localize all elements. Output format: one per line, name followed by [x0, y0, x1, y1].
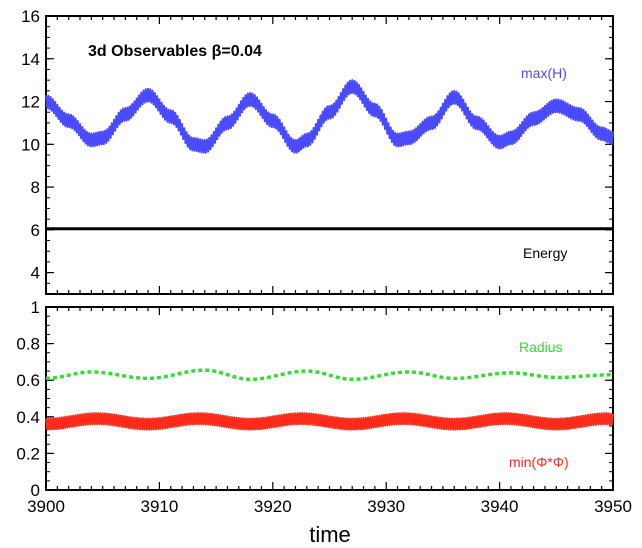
y-tick-label: 0.8: [16, 335, 40, 354]
bottom-panel-x-tick-labels: 3900 3910 3920 3930 3940 3950: [27, 497, 632, 516]
y-tick-label: 12: [21, 93, 40, 112]
series-line: [45, 79, 614, 154]
y-tick-label: 16: [21, 7, 40, 26]
series-label-min-phi: min(Φ*Φ): [509, 454, 569, 470]
y-tick-label: 8: [31, 178, 40, 197]
series-label-radius: Radius: [519, 339, 563, 355]
series-line: [45, 412, 614, 431]
y-tick-label: 0.6: [16, 371, 40, 390]
x-tick-label: 3900: [27, 497, 65, 516]
x-tick-label: 3930: [367, 497, 405, 516]
y-tick-label: 6: [31, 221, 40, 240]
y-tick-label: 1: [31, 298, 40, 317]
y-tick-label: 10: [21, 135, 40, 154]
y-tick-label: 0.4: [16, 408, 40, 427]
top-panel-y-tick-labels: 4 6 8 10 12 14 16: [21, 7, 40, 283]
series-label-max-h: max(H): [521, 65, 567, 81]
top-panel-title: 3d Observables β=0.04: [88, 43, 262, 60]
series-line: [45, 368, 614, 382]
x-tick-label: 3910: [140, 497, 178, 516]
series-label-energy: Energy: [523, 245, 567, 261]
x-tick-label: 3940: [481, 497, 519, 516]
y-tick-label: 0: [31, 481, 40, 500]
y-tick-label: 4: [31, 264, 40, 283]
bottom-panel-y-tick-labels: 0 0.2 0.4 0.6 0.8 1: [16, 298, 40, 500]
y-tick-label: 14: [21, 50, 40, 69]
y-tick-label: 0.2: [16, 444, 40, 463]
top-panel-series: [45, 79, 614, 231]
x-axis-title: time: [309, 522, 351, 547]
top-panel: 4 6 8 10 12 14 16 3d Observables β=0.04 max(H)…: [21, 7, 614, 295]
bottom-panel: 00.20.40.60.81 3900 3910 3920 3930 3940 3950 …: [16, 298, 632, 547]
x-tick-label: 3920: [254, 497, 292, 516]
x-tick-label: 3950: [594, 497, 632, 516]
bottom-panel-series: [45, 368, 614, 431]
